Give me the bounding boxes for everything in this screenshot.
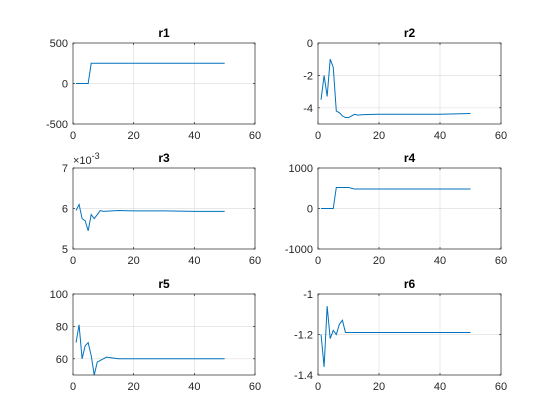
- y-tick-label: 60: [56, 354, 68, 366]
- y-tick-label: 500: [50, 38, 68, 50]
- y-tick-label: 0: [62, 79, 68, 91]
- y-tick-label: 7: [62, 163, 68, 175]
- y-tick-label: 100: [50, 289, 68, 301]
- series-line-0: [321, 186, 471, 209]
- y-tick-label: 5: [62, 244, 68, 256]
- x-tick-label: 0: [315, 381, 321, 393]
- y-tick-label: -4: [303, 103, 313, 115]
- x-tick-label: 20: [128, 130, 140, 142]
- series-line-0: [320, 59, 471, 119]
- y-tick-label: 1000: [289, 163, 313, 175]
- x-tick-label: 0: [70, 255, 76, 267]
- x-tick-label: 40: [188, 130, 200, 142]
- subplot-r3: 0 20 40 60 5 6 7 ×10-3 r3: [62, 151, 261, 267]
- subplot-title: r5: [158, 277, 170, 291]
- y-tick-label: -1.2: [294, 330, 313, 342]
- y-tick-label: -1.4: [294, 370, 313, 382]
- x-tick-label: 20: [373, 381, 385, 393]
- y-tick-label: 80: [56, 321, 68, 333]
- subplot-title: r1: [158, 26, 170, 40]
- axes-background: [73, 294, 255, 375]
- axes-frame: [72, 293, 256, 376]
- x-tick-label: 60: [495, 130, 507, 142]
- y-exponent-label: ×10-3: [73, 151, 100, 167]
- x-tick-label: 60: [249, 255, 261, 267]
- y-tick-label: 0: [307, 204, 313, 216]
- subplot-r6: 0 20 40 60 -1.4 -1.2 -1 r6: [294, 277, 507, 393]
- axes-background: [318, 43, 501, 124]
- x-tick-label: 60: [249, 381, 261, 393]
- x-tick-label: 0: [315, 255, 321, 267]
- y-tick-label: 6: [62, 204, 68, 216]
- x-tick-label: 20: [373, 255, 385, 267]
- series-line-0: [75, 324, 225, 376]
- x-tick-label: 20: [128, 381, 140, 393]
- x-tick-label: 60: [495, 255, 507, 267]
- y-tick-label: -500: [46, 119, 68, 131]
- subplot-title: r6: [404, 277, 416, 291]
- x-tick-label: 40: [188, 381, 200, 393]
- subplot-title: r2: [404, 26, 416, 40]
- y-exponent-value: -3: [92, 151, 100, 161]
- x-tick-label: 60: [249, 130, 261, 142]
- x-tick-label: 60: [495, 381, 507, 393]
- x-tick-label: 40: [188, 255, 200, 267]
- series-line-0: [76, 62, 225, 84]
- x-tick-label: 0: [70, 130, 76, 142]
- x-tick-label: 40: [434, 255, 446, 267]
- x-tick-label: 40: [434, 381, 446, 393]
- x-tick-label: 20: [373, 130, 385, 142]
- subplot-title: r3: [158, 151, 170, 165]
- series-line-0: [75, 202, 225, 231]
- x-tick-label: 0: [70, 381, 76, 393]
- series-line-0: [320, 306, 471, 367]
- x-tick-label: 0: [315, 130, 321, 142]
- y-tick-label: 0: [307, 38, 313, 50]
- subplot-r2: 0 20 40 60 -4 -2 0 r2: [303, 26, 507, 142]
- axes-frame: [317, 42, 502, 125]
- x-tick-label: 20: [128, 255, 140, 267]
- subplot-title: r4: [404, 151, 416, 165]
- y-tick-label: -2: [303, 70, 313, 82]
- x-tick-label: 40: [434, 130, 446, 142]
- subplot-r5: 0 20 40 60 60 80 100 r5: [50, 277, 261, 393]
- y-tick-label: -1000: [285, 244, 313, 256]
- y-tick-label: -1: [303, 289, 313, 301]
